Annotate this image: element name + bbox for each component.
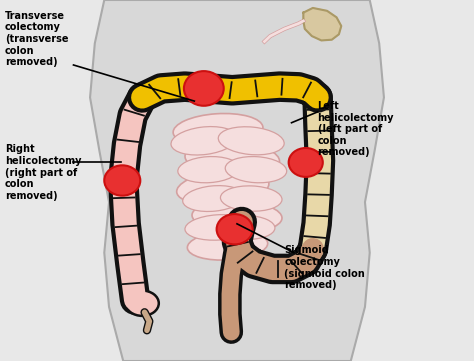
Ellipse shape (289, 148, 323, 177)
Ellipse shape (220, 186, 282, 211)
Ellipse shape (104, 165, 140, 196)
Ellipse shape (178, 157, 239, 183)
Ellipse shape (171, 127, 237, 155)
Ellipse shape (185, 215, 251, 240)
Ellipse shape (173, 113, 263, 147)
Ellipse shape (218, 127, 284, 155)
Ellipse shape (185, 141, 280, 177)
Ellipse shape (184, 71, 224, 106)
Text: Transverse
colectomy
(transverse
colon
removed): Transverse colectomy (transverse colon r… (5, 11, 68, 67)
Polygon shape (303, 8, 341, 40)
Ellipse shape (192, 201, 282, 232)
Text: Sigmoid
colectomy
(sigmoid colon
removed): Sigmoid colectomy (sigmoid colon removed… (284, 245, 365, 290)
Ellipse shape (218, 216, 275, 239)
Ellipse shape (225, 157, 287, 183)
Ellipse shape (217, 214, 253, 244)
Ellipse shape (182, 186, 244, 212)
Ellipse shape (126, 291, 159, 316)
Ellipse shape (177, 170, 269, 205)
Ellipse shape (187, 231, 268, 260)
Polygon shape (90, 0, 384, 361)
Text: Left
helicolectomy
(left part of
colon
removed): Left helicolectomy (left part of colon r… (318, 101, 394, 157)
Text: Right
helicolectomy
(right part of
colon
removed): Right helicolectomy (right part of colon… (5, 144, 81, 201)
